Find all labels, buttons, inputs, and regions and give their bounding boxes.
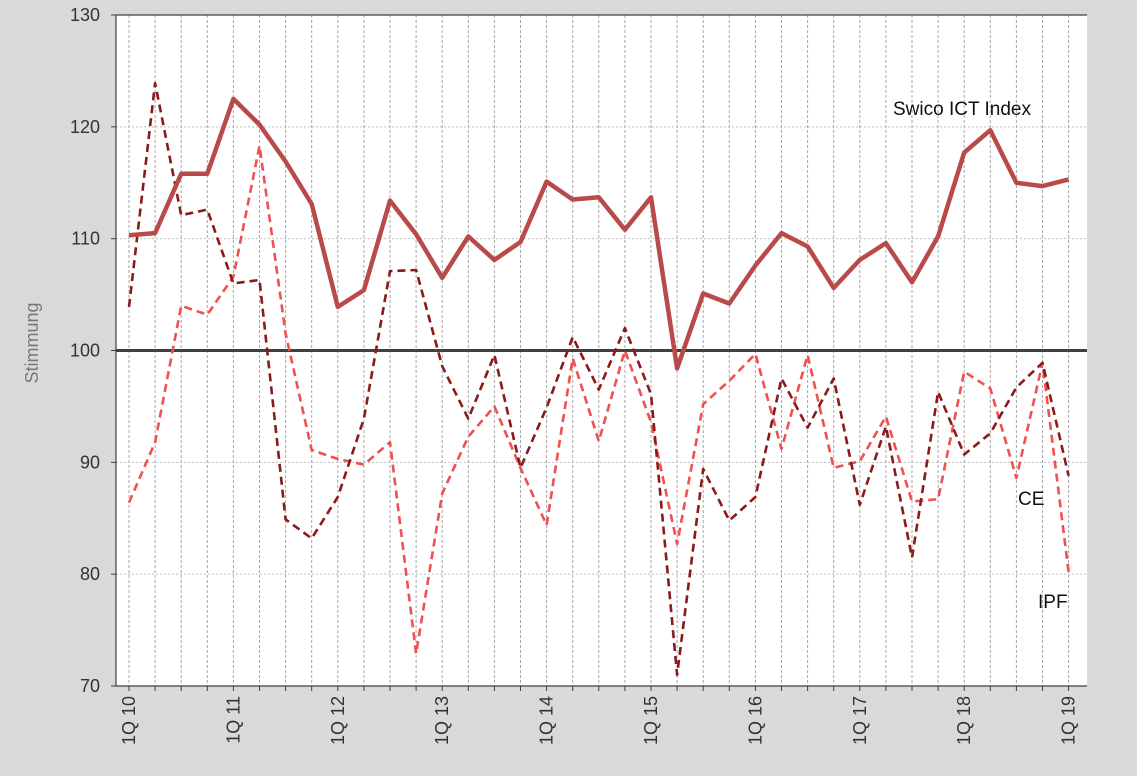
y-tick-label: 100 [70, 341, 100, 361]
y-axis-title: Stimmung [22, 302, 42, 383]
x-tick-label: 1Q 13 [432, 696, 452, 745]
x-tick-label: 1Q 17 [850, 696, 870, 745]
series-label-ipf: IPF [1038, 592, 1068, 613]
x-tick-label: 1Q 18 [954, 696, 974, 745]
y-tick-label: 110 [71, 229, 100, 249]
y-tick-label: 130 [70, 5, 100, 25]
x-tick-label: 1Q 19 [1059, 696, 1079, 745]
y-tick-label: 120 [70, 117, 100, 137]
y-tick-label: 70 [80, 676, 100, 696]
x-tick-label: 1Q 12 [328, 696, 348, 745]
x-tick-label: 1Q 15 [641, 696, 661, 745]
series-label-swico-ict-index: Swico ICT Index [893, 99, 1031, 120]
series-label-ce: CE [1018, 489, 1044, 510]
y-tick-label: 80 [80, 564, 100, 584]
y-tick-label: 90 [80, 452, 100, 472]
x-tick-label: 1Q 10 [119, 696, 139, 745]
x-tick-label: 1Q 16 [745, 696, 765, 745]
x-tick-label: 1Q 14 [537, 696, 557, 745]
x-tick-label: 1Q 11 [223, 696, 243, 744]
